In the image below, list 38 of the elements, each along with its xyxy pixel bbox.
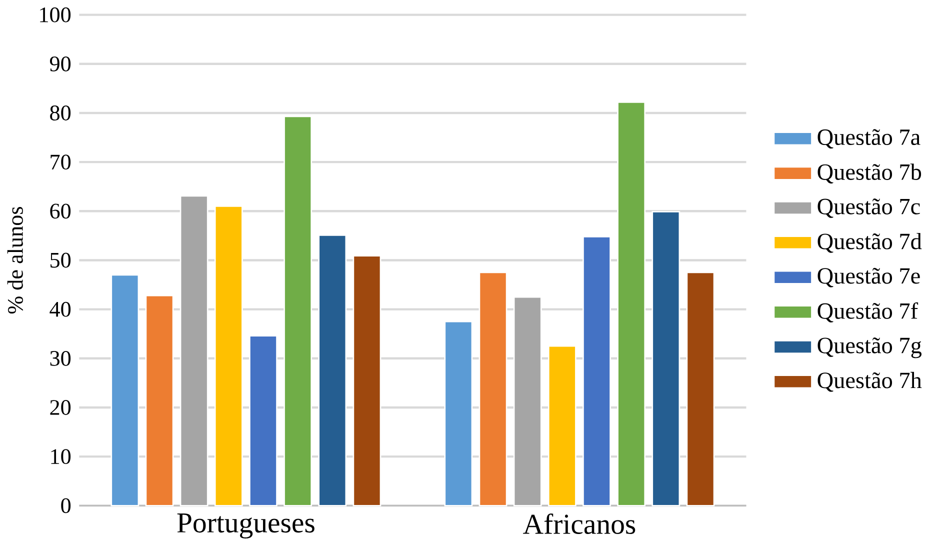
- bar: [617, 102, 646, 506]
- bar: [214, 206, 243, 506]
- legend-label: Questão 7f: [818, 302, 918, 322]
- bar: [478, 272, 508, 506]
- y-tick-label: 100: [40, 7, 71, 22]
- bar: [686, 272, 715, 506]
- y-tick-label: 50: [50, 252, 71, 268]
- bar: [548, 346, 576, 506]
- bar: [513, 296, 542, 506]
- y-tick-label: 80: [50, 106, 71, 121]
- x-tick-label: Africanos: [523, 514, 636, 534]
- bar: [249, 335, 278, 506]
- legend-label: Questão 7e: [818, 268, 920, 288]
- x-tick-label: Portugueses: [177, 514, 314, 539]
- bar: [284, 116, 312, 506]
- bar: [352, 255, 382, 506]
- bar: [110, 274, 140, 506]
- bar: [180, 195, 208, 506]
- y-tick-label: 30: [50, 351, 71, 366]
- bar: [145, 294, 174, 506]
- y-tick-label: 70: [50, 154, 71, 170]
- legend-label: Questão 7b: [818, 164, 922, 184]
- y-tick-label: 10: [51, 449, 71, 464]
- legend-label: Questão 7g: [818, 338, 922, 358]
- bar: [582, 236, 611, 506]
- legend-label: Questão 7d: [818, 233, 922, 253]
- bar: [318, 234, 347, 506]
- legend-label: Questão 7h: [818, 372, 922, 392]
- bar: [444, 321, 473, 506]
- y-tick-label: 90: [50, 56, 71, 72]
- y-tick-label: 0: [61, 498, 71, 514]
- y-tick-label: 40: [50, 302, 71, 317]
- bar: [652, 211, 680, 506]
- y-tick-label: 60: [50, 204, 71, 219]
- legend-label: Questão 7a: [818, 129, 920, 149]
- y-axis-title: % de alunos: [7, 207, 23, 314]
- legend-label: Questão 7c: [818, 198, 920, 218]
- y-tick-label: 20: [50, 400, 71, 416]
